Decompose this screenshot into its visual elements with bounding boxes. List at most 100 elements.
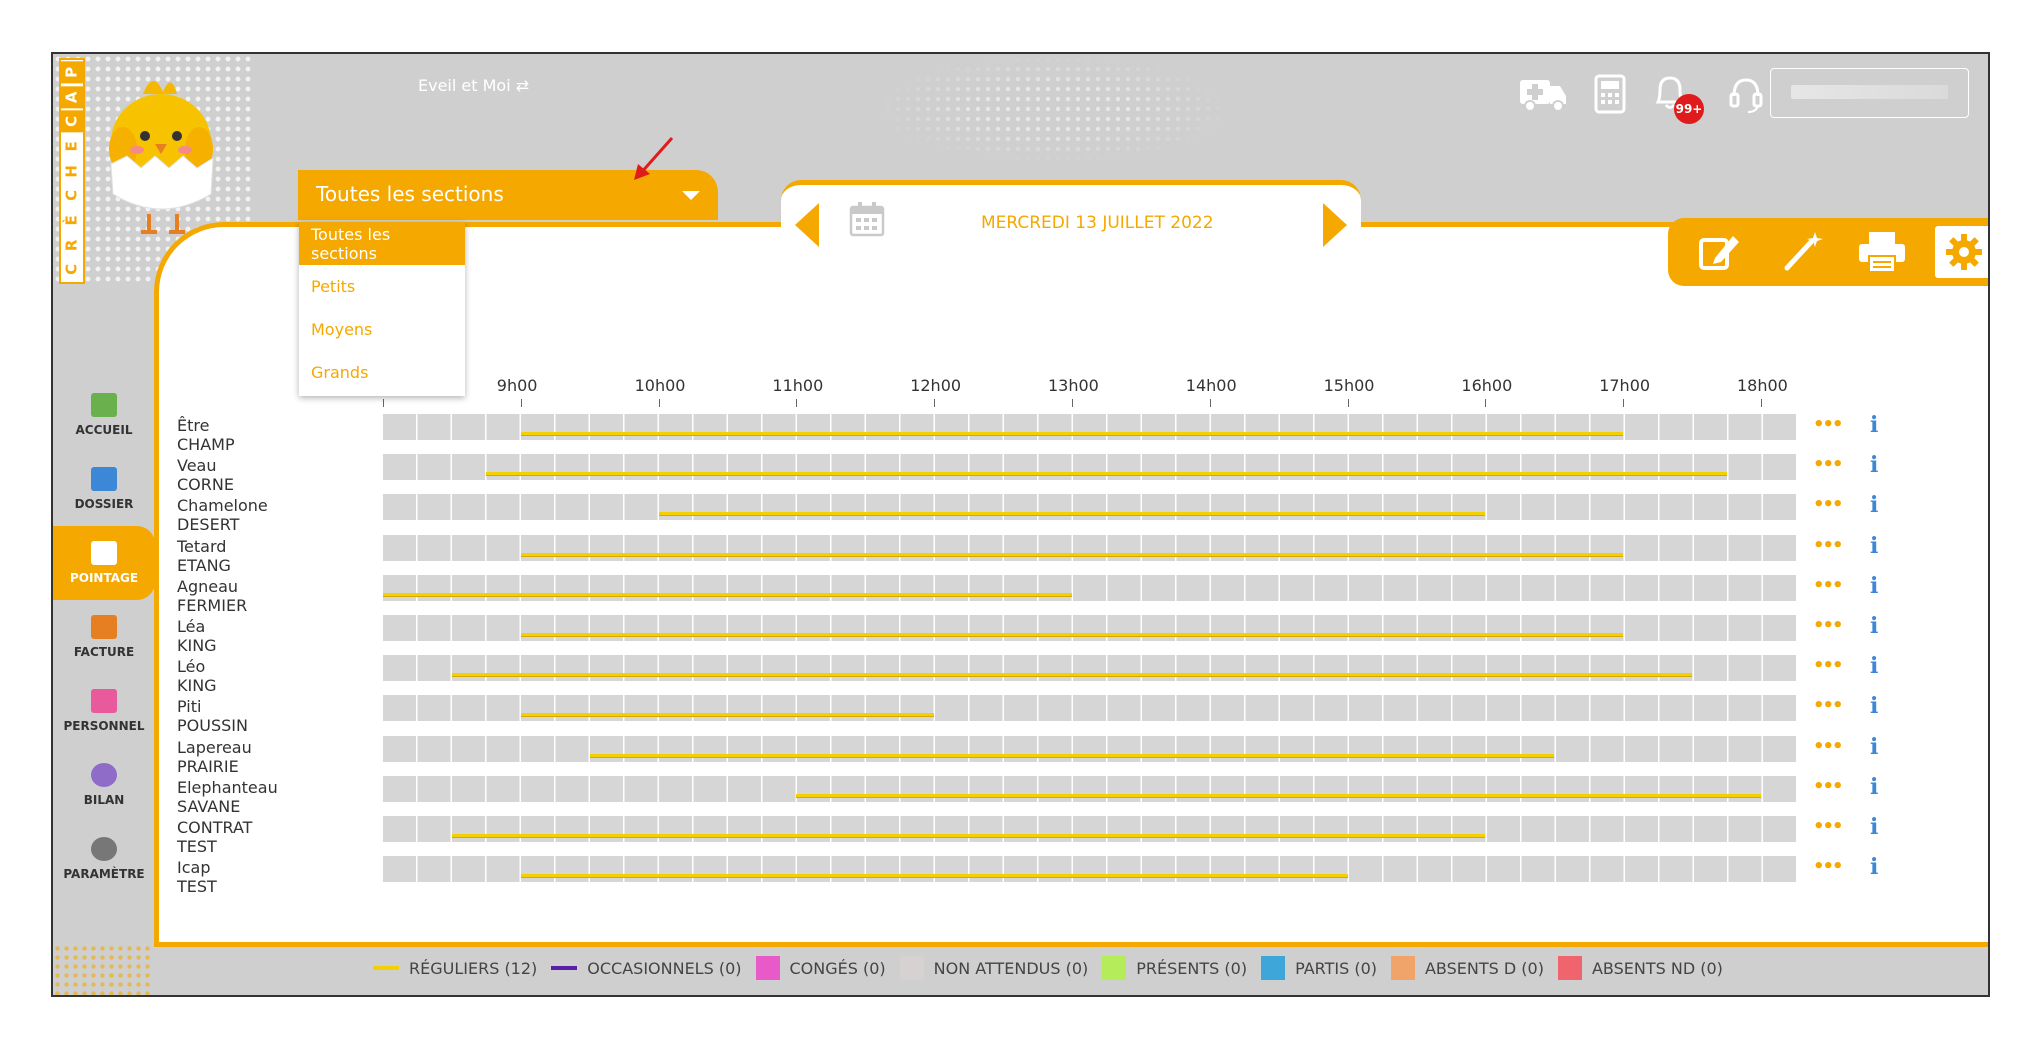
settings-button[interactable] xyxy=(1935,226,1988,278)
attendance-track[interactable] xyxy=(383,534,1797,561)
door-icon xyxy=(91,541,117,565)
calendar-icon[interactable] xyxy=(849,201,885,237)
info-icon[interactable]: i xyxy=(1870,572,1879,599)
legend-item: ABSENTS ND (0) xyxy=(1557,956,1723,980)
regular-schedule-bar[interactable] xyxy=(520,432,1624,436)
sidebar-item-paramètre[interactable]: PARAMÈTRE xyxy=(53,822,155,896)
attendance-track[interactable] xyxy=(383,816,1797,842)
more-options-icon[interactable]: ••• xyxy=(1813,454,1843,476)
attendance-track[interactable] xyxy=(383,655,1797,682)
previous-day-button[interactable] xyxy=(795,203,819,247)
legend-swatch xyxy=(1390,956,1415,980)
more-options-icon[interactable]: ••• xyxy=(1813,735,1843,757)
section-option[interactable]: Grands xyxy=(311,363,369,382)
regular-schedule-bar[interactable] xyxy=(658,512,1486,517)
section-option[interactable]: Moyens xyxy=(311,320,373,339)
legend-swatch xyxy=(1557,956,1582,980)
more-options-icon[interactable]: ••• xyxy=(1813,856,1843,878)
regular-schedule-bar[interactable] xyxy=(520,874,1348,879)
regular-schedule-bar[interactable] xyxy=(383,592,1072,597)
more-options-icon[interactable]: ••• xyxy=(1813,655,1843,677)
legend-label: CONGÉS (0) xyxy=(789,958,886,978)
regular-schedule-bar[interactable] xyxy=(486,472,1727,477)
attendance-track[interactable] xyxy=(383,494,1797,521)
hour-label: 13h00 xyxy=(1048,376,1099,395)
print-icon xyxy=(1859,232,1906,273)
legend-label: ABSENTS ND (0) xyxy=(1591,958,1723,978)
folder-icon xyxy=(91,467,117,491)
legend-label: PARTIS (0) xyxy=(1295,958,1377,978)
legend-label: RÉGULIERS (12) xyxy=(409,958,538,978)
user-account-box[interactable] xyxy=(1770,68,1969,118)
regular-schedule-bar[interactable] xyxy=(520,713,935,718)
attendance-track[interactable] xyxy=(383,574,1797,601)
attendance-track[interactable] xyxy=(383,414,1797,440)
brand-letter: R xyxy=(62,239,81,251)
center-name[interactable]: Eveil et Moi ⇄ xyxy=(418,76,530,95)
magic-button[interactable] xyxy=(1772,226,1830,278)
section-selected-label: Toutes les sections xyxy=(316,182,504,206)
sidebar-item-accueil[interactable]: ACCUEIL xyxy=(53,378,155,452)
section-selector[interactable]: Toutes les sections xyxy=(298,170,718,220)
regular-schedule-bar[interactable] xyxy=(451,834,1486,838)
child-name: Piti POUSSIN xyxy=(177,697,248,736)
attendance-track[interactable] xyxy=(383,695,1797,722)
info-icon[interactable]: i xyxy=(1870,773,1879,800)
attendance-track[interactable] xyxy=(383,856,1797,883)
more-options-icon[interactable]: ••• xyxy=(1813,494,1843,516)
attendance-track[interactable] xyxy=(383,735,1797,762)
more-options-icon[interactable]: ••• xyxy=(1813,574,1843,596)
brand-letter: E xyxy=(62,141,81,152)
child-name: Elephanteau SAVANE xyxy=(177,777,278,816)
sidebar-item-facture[interactable]: FACTURE xyxy=(53,600,155,674)
info-icon[interactable]: i xyxy=(1870,693,1879,720)
sidebar-item-label: POINTAGE xyxy=(69,571,139,585)
legend-swatch xyxy=(373,966,399,970)
more-options-icon[interactable]: ••• xyxy=(1813,695,1843,717)
hour-tick xyxy=(383,399,384,407)
sidebar-item-dossier[interactable]: DOSSIER xyxy=(53,452,155,526)
attendance-track[interactable] xyxy=(383,615,1797,641)
headset-icon[interactable] xyxy=(1728,74,1764,114)
brand-letter: A xyxy=(59,86,85,109)
more-options-icon[interactable]: ••• xyxy=(1813,534,1843,556)
section-option[interactable]: Toutes les sections xyxy=(299,222,465,265)
info-icon[interactable]: i xyxy=(1870,814,1879,840)
regular-schedule-bar[interactable] xyxy=(520,552,1624,557)
action-toolbar xyxy=(1668,218,1988,286)
brand-letter: H xyxy=(62,164,81,178)
notifications[interactable]: 99+ xyxy=(1652,72,1704,124)
legend-item: OCCASIONNELS (0) xyxy=(551,959,742,978)
legend-item: CONGÉS (0) xyxy=(755,956,886,980)
ambulance-icon[interactable] xyxy=(1518,74,1568,114)
sidebar-item-bilan[interactable]: BILAN xyxy=(53,748,155,822)
info-icon[interactable]: i xyxy=(1870,532,1879,559)
info-icon[interactable]: i xyxy=(1870,452,1879,479)
more-options-icon[interactable]: ••• xyxy=(1813,775,1843,797)
info-icon[interactable]: i xyxy=(1870,854,1879,881)
regular-schedule-bar[interactable] xyxy=(451,673,1693,678)
more-options-icon[interactable]: ••• xyxy=(1813,816,1843,837)
regular-schedule-bar[interactable] xyxy=(796,793,1761,798)
next-day-button[interactable] xyxy=(1323,203,1347,247)
info-icon[interactable]: i xyxy=(1870,613,1879,639)
sidebar-item-pointage[interactable]: POINTAGE xyxy=(53,526,155,600)
info-icon[interactable]: i xyxy=(1870,653,1879,680)
legend-swatch xyxy=(551,966,578,970)
info-icon[interactable]: i xyxy=(1870,412,1879,438)
section-option[interactable]: Petits xyxy=(311,277,356,296)
regular-schedule-bar[interactable] xyxy=(520,633,1624,637)
edit-button[interactable] xyxy=(1690,226,1748,278)
attendance-track[interactable] xyxy=(383,454,1797,481)
calculator-icon[interactable] xyxy=(1594,74,1626,114)
regular-schedule-bar[interactable] xyxy=(589,753,1555,758)
info-icon[interactable]: i xyxy=(1870,492,1879,519)
hour-label: 10h00 xyxy=(634,376,686,395)
sidebar-item-personnel[interactable]: PERSONNEL xyxy=(53,674,155,748)
more-options-icon[interactable]: ••• xyxy=(1813,615,1843,636)
print-button[interactable] xyxy=(1854,226,1912,278)
attendance-track[interactable] xyxy=(383,775,1797,802)
info-icon[interactable]: i xyxy=(1870,733,1879,760)
more-options-icon[interactable]: ••• xyxy=(1813,414,1843,435)
section-dropdown: Toutes les sections Petits Moyens Grands xyxy=(299,222,465,396)
